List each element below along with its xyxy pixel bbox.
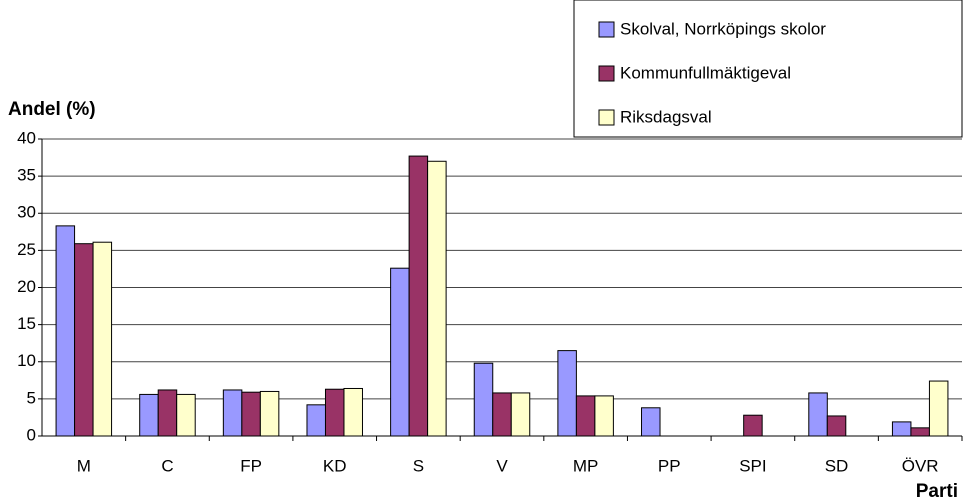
bar	[928, 380, 949, 437]
legend-swatch	[598, 109, 615, 126]
x-tick-label: C	[161, 456, 173, 475]
x-tick-label: PP	[658, 456, 681, 475]
legend-swatch	[598, 21, 615, 38]
bar	[259, 390, 280, 437]
legend-swatch	[598, 65, 615, 82]
bar	[343, 387, 363, 437]
y-axis-label: Andel (%)	[8, 99, 96, 120]
x-axis-label: Parti	[916, 481, 958, 502]
y-tick-label: 15	[17, 314, 36, 333]
bar	[826, 415, 847, 437]
bar	[743, 414, 763, 437]
legend-box	[573, 0, 963, 138]
legend-label: Kommunfullmäktigeval	[620, 63, 791, 82]
bar	[241, 391, 261, 437]
bar	[492, 392, 512, 437]
x-tick-label: ÖVR	[902, 456, 939, 475]
bar	[74, 243, 94, 437]
bar	[808, 392, 828, 437]
bar	[473, 362, 494, 437]
legend-label: Skolval, Norrköpings skolor	[620, 19, 826, 38]
bar	[157, 389, 178, 437]
x-tick-label: SPI	[739, 456, 766, 475]
x-tick-label: FP	[240, 456, 262, 475]
x-tick-label: V	[496, 456, 508, 475]
bar	[910, 427, 930, 437]
bar	[306, 404, 326, 437]
y-tick-label: 10	[17, 351, 36, 370]
x-tick-label: KD	[323, 456, 347, 475]
bar	[176, 393, 196, 437]
bar	[139, 393, 159, 437]
bar	[92, 241, 113, 437]
bar	[408, 155, 429, 437]
x-tick-label: S	[413, 456, 424, 475]
x-tick-label: M	[77, 456, 91, 475]
bar	[575, 395, 596, 437]
bar	[891, 421, 912, 437]
y-tick-label: 20	[17, 277, 36, 296]
y-tick-label: 0	[27, 425, 36, 444]
y-tick-label: 5	[27, 388, 36, 407]
bar	[390, 267, 410, 437]
y-tick-label: 40	[17, 128, 36, 147]
y-tick-label: 30	[17, 203, 36, 222]
x-tick-label: SD	[825, 456, 849, 475]
bar	[427, 160, 447, 437]
bar	[594, 395, 614, 437]
legend-label: Riksdagsval	[620, 107, 712, 126]
bar	[55, 225, 76, 437]
bar	[324, 388, 345, 437]
bar	[222, 389, 243, 437]
y-tick-label: 35	[17, 166, 36, 185]
y-tick-label: 25	[17, 240, 36, 259]
bar	[641, 407, 661, 437]
bar	[557, 350, 577, 437]
x-tick-label: MP	[573, 456, 599, 475]
bar	[510, 392, 531, 437]
